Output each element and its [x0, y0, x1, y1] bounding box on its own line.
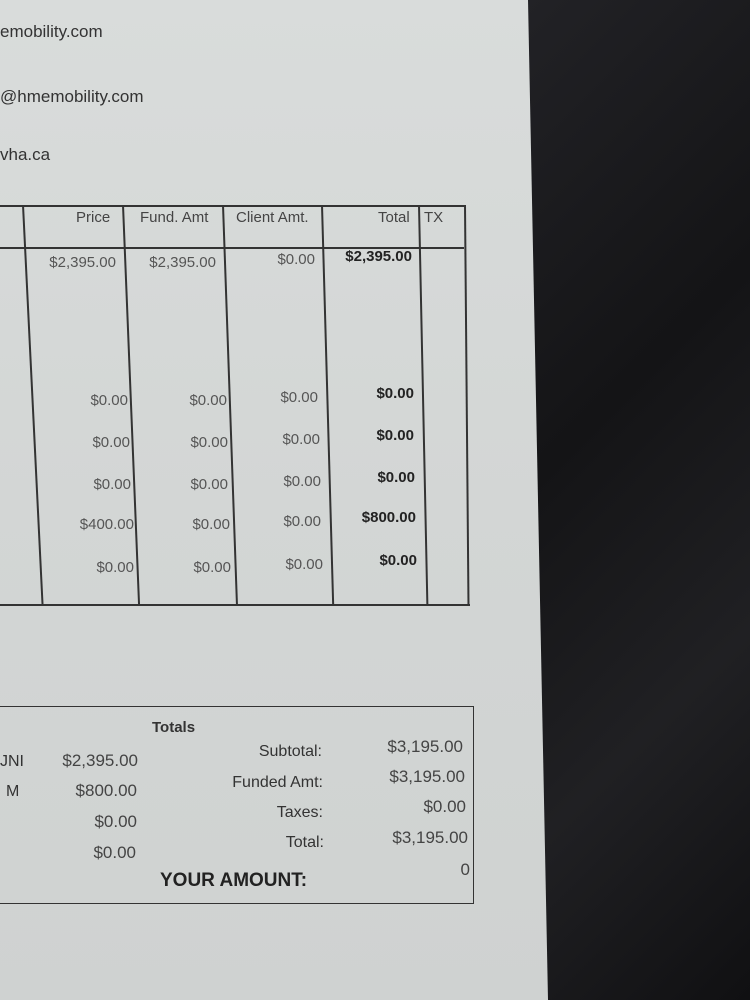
- funded-amt-label: Funded Amt:: [232, 774, 323, 791]
- cell-fund-amt: $0.00: [193, 559, 231, 576]
- taxes-label: Taxes:: [276, 804, 323, 821]
- cell-total: $0.00: [379, 552, 417, 569]
- totals-left-value: $0.00: [93, 843, 136, 862]
- cell-client-amt: $0.00: [283, 473, 321, 490]
- totals-left-value: $2,395.00: [62, 751, 138, 770]
- column-header-price: Price: [76, 209, 111, 226]
- cell-total: $0.00: [376, 385, 414, 402]
- email-line-1: emobility.com: [0, 22, 103, 41]
- totals-left-value: $0.00: [94, 812, 137, 831]
- totals-box: [0, 706, 474, 904]
- cell-price: $0.00: [92, 434, 130, 451]
- cell-price: $0.00: [93, 476, 131, 493]
- total-label: Total:: [285, 834, 324, 851]
- totals-left-label: M: [6, 783, 20, 800]
- cell-total: $2,395.00: [345, 248, 412, 265]
- cell-price: $0.00: [90, 392, 128, 409]
- column-header-fund-amt: Fund. Amt: [140, 209, 209, 226]
- totals-left-label: JNI: [0, 753, 24, 770]
- cell-total: $0.00: [376, 427, 414, 444]
- cell-client-amt: $0.00: [277, 251, 315, 268]
- cell-client-amt: $0.00: [285, 556, 323, 573]
- background-fabric: [520, 0, 750, 1000]
- total-value: $3,195.00: [392, 828, 468, 847]
- cell-price: $2,395.00: [49, 254, 116, 271]
- cell-client-amt: $0.00: [282, 431, 320, 448]
- totals-title: Totals: [152, 719, 196, 736]
- your-amount-label: YOUR AMOUNT:: [160, 870, 308, 891]
- cell-fund-amt: $0.00: [189, 392, 227, 409]
- cell-price: $0.00: [96, 559, 134, 576]
- taxes-value: $0.00: [423, 797, 466, 816]
- cell-fund-amt: $0.00: [190, 434, 228, 451]
- cell-client-amt: $0.00: [280, 389, 318, 406]
- cell-total: $800.00: [361, 509, 416, 526]
- totals-left-value: $800.00: [75, 781, 137, 800]
- column-header-total: Total: [378, 209, 410, 226]
- email-line-2: @hmemobility.com: [0, 87, 144, 106]
- column-header-client-amt: Client Amt.: [236, 209, 309, 226]
- subtotal-value: $3,195.00: [387, 737, 463, 756]
- cell-fund-amt: $0.00: [190, 476, 228, 493]
- your-amount-value: 0: [460, 860, 470, 879]
- funded-amt-value: $3,195.00: [389, 767, 465, 786]
- cell-price: $400.00: [79, 516, 134, 533]
- document-page: emobility.com @hmemobility.com vha.ca Pr…: [0, 0, 548, 1000]
- cell-total: $0.00: [377, 469, 415, 486]
- column-header-tx: TX: [424, 209, 444, 226]
- email-line-3: vha.ca: [0, 145, 51, 164]
- cell-fund-amt: $0.00: [192, 516, 230, 533]
- subtotal-label: Subtotal:: [258, 743, 322, 760]
- cell-client-amt: $0.00: [283, 513, 321, 530]
- cell-fund-amt: $2,395.00: [149, 254, 216, 271]
